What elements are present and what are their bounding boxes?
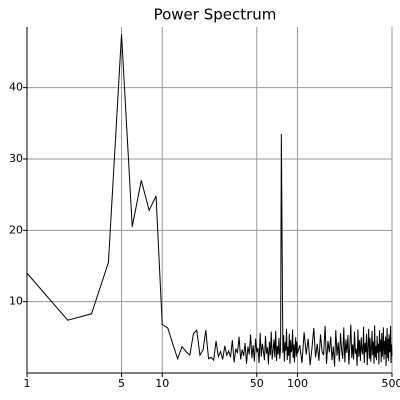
chart-title: Power Spectrum <box>154 6 277 24</box>
y-tick-label: 30 <box>9 152 23 165</box>
x-tick-label: 500 <box>382 377 400 390</box>
x-tick-label: 10 <box>155 377 169 390</box>
y-tick-label: 20 <box>9 223 23 236</box>
y-tick-label: 40 <box>9 81 23 94</box>
y-tick-label: 10 <box>9 295 23 308</box>
x-tick-label: 1 <box>24 377 31 390</box>
x-tick-label: 100 <box>287 377 308 390</box>
spectrum-line <box>26 34 393 367</box>
x-tick-label: 5 <box>118 377 125 390</box>
x-tick-label: 50 <box>250 377 264 390</box>
